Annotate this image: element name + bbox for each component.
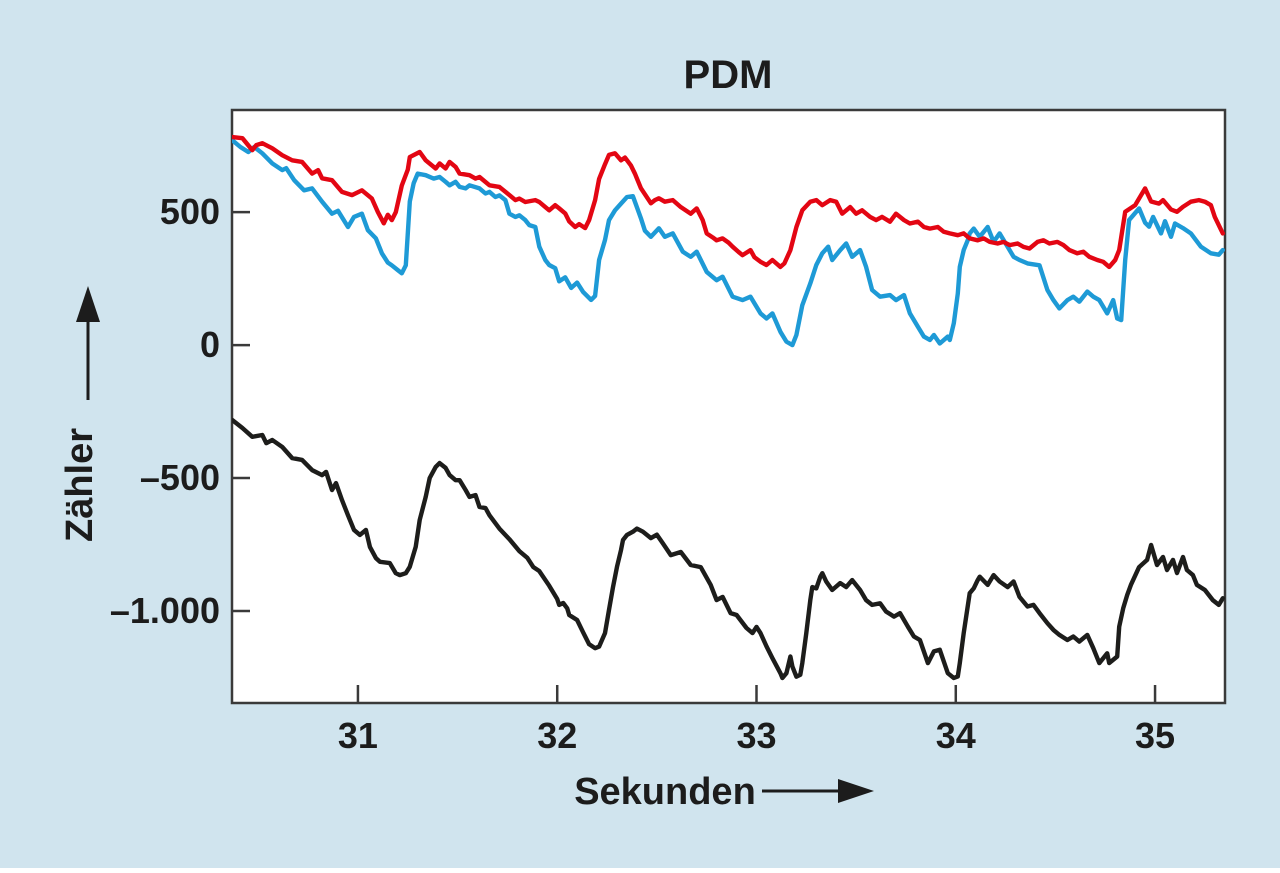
plot-area <box>230 108 1227 705</box>
black-line <box>232 417 1225 681</box>
x-tick-label: 32 <box>537 715 577 756</box>
y-axis-label: Zähler <box>59 428 101 542</box>
data-series <box>232 134 1225 681</box>
x-axis-title: Sekunden <box>574 771 874 813</box>
x-axis-label: Sekunden <box>574 771 756 813</box>
y-axis-title: Zähler <box>59 286 101 542</box>
x-tick-label: 35 <box>1135 715 1175 756</box>
x-tick-label: 34 <box>936 715 976 756</box>
blue-line <box>232 138 1225 348</box>
up-arrow-icon <box>76 286 100 400</box>
y-tick-label: 0 <box>200 324 220 365</box>
y-tick-label: –1.000 <box>110 590 220 631</box>
right-arrow-icon <box>762 779 874 803</box>
y-tick-label: 500 <box>160 191 220 232</box>
chart-title: PDM <box>684 53 773 97</box>
y-axis-ticks: 500 0 –500 –1.000 <box>110 191 250 631</box>
x-axis-ticks: 31 32 33 34 35 <box>338 685 1175 756</box>
x-tick-label: 31 <box>338 715 378 756</box>
y-tick-label: –500 <box>140 457 220 498</box>
red-line <box>232 134 1225 270</box>
x-tick-label: 33 <box>736 715 776 756</box>
